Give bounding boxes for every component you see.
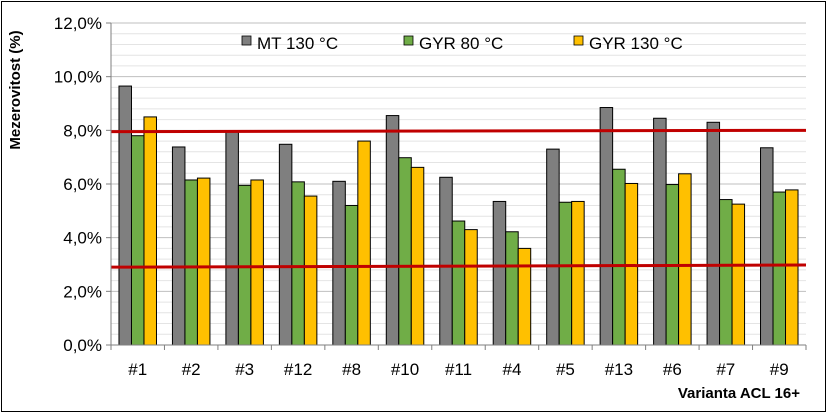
- bar: [130, 135, 145, 346]
- bar: [385, 115, 400, 346]
- legend-swatch: [573, 35, 584, 46]
- legend-swatch: [241, 35, 252, 46]
- bar: [760, 147, 774, 346]
- bar: [303, 195, 318, 346]
- bar: [143, 116, 157, 346]
- bar: [225, 131, 239, 346]
- bar: [291, 181, 305, 346]
- x-tick-label: #6: [663, 360, 682, 379]
- x-tick-label: #7: [716, 360, 735, 379]
- bar: [785, 189, 799, 346]
- x-tick-label: #12: [284, 360, 312, 379]
- bar: [678, 173, 692, 346]
- bar: [653, 117, 667, 346]
- bar: [196, 177, 211, 346]
- bar: [344, 204, 359, 346]
- x-tick-label: #2: [182, 360, 201, 379]
- reference-line: [110, 128, 807, 134]
- bar: [439, 176, 453, 346]
- bar: [464, 229, 478, 346]
- legend-label: MT 130 °C: [257, 34, 338, 53]
- y-tick-label: 4,0%: [63, 229, 102, 248]
- x-axis-label: Varianta ACL 16+: [678, 385, 800, 402]
- x-tick-labels: #1 #2 #3 #12 #8 #10 #11 #4 #5 #13 #6 #7 #9: [128, 360, 788, 379]
- bar: [706, 121, 721, 346]
- x-tick-label: #5: [556, 360, 575, 379]
- x-tick-label: #13: [605, 360, 633, 379]
- bar: [505, 231, 519, 346]
- legend-label: GYR 80 °C: [419, 34, 503, 53]
- x-tick-label: #9: [770, 360, 789, 379]
- bar: [250, 179, 264, 346]
- axes: [106, 22, 807, 350]
- bar: [599, 107, 614, 346]
- bar: [719, 199, 733, 346]
- y-tick-labels: 0,0% 2,0% 4,0% 6,0% 8,0% 10,0% 12,0%: [54, 14, 102, 355]
- x-tick-label: #11: [445, 360, 472, 379]
- bar: [357, 140, 371, 346]
- bar: [278, 143, 293, 346]
- bar: [517, 247, 532, 346]
- bar: [237, 184, 252, 346]
- x-tick-label: #8: [342, 360, 361, 379]
- y-tick-label: 12,0%: [54, 14, 102, 33]
- bars: [118, 85, 799, 346]
- bar: [118, 85, 132, 346]
- legend: MT 130 °C GYR 80 °C GYR 130 °C: [241, 34, 683, 53]
- y-axis-label: Mezerovitost (%): [7, 30, 24, 149]
- bar: [451, 220, 466, 346]
- bar: [184, 179, 198, 346]
- bar: [492, 200, 507, 346]
- bar: [410, 166, 425, 346]
- bar: [772, 191, 787, 346]
- x-tick-label: #1: [128, 360, 147, 379]
- y-tick-label: 2,0%: [63, 282, 102, 301]
- y-tick-label: 0,0%: [63, 336, 102, 355]
- bar: [612, 168, 626, 346]
- legend-label: GYR 130 °C: [589, 34, 683, 53]
- bar: [171, 146, 186, 346]
- bar: [571, 200, 585, 346]
- y-tick-label: 10,0%: [54, 68, 102, 87]
- reference-line: [110, 263, 807, 269]
- x-tick-label: #10: [391, 360, 419, 379]
- bar: [398, 157, 412, 346]
- bar: [546, 148, 560, 346]
- x-tick-label: #3: [235, 360, 254, 379]
- x-tick-label: #4: [503, 360, 522, 379]
- bar: [731, 203, 746, 346]
- y-tick-label: 8,0%: [63, 121, 102, 140]
- bar: [558, 201, 573, 346]
- bar: [332, 180, 346, 346]
- legend-swatch: [403, 35, 414, 46]
- reference-lines: [110, 128, 807, 269]
- y-tick-label: 6,0%: [63, 175, 102, 194]
